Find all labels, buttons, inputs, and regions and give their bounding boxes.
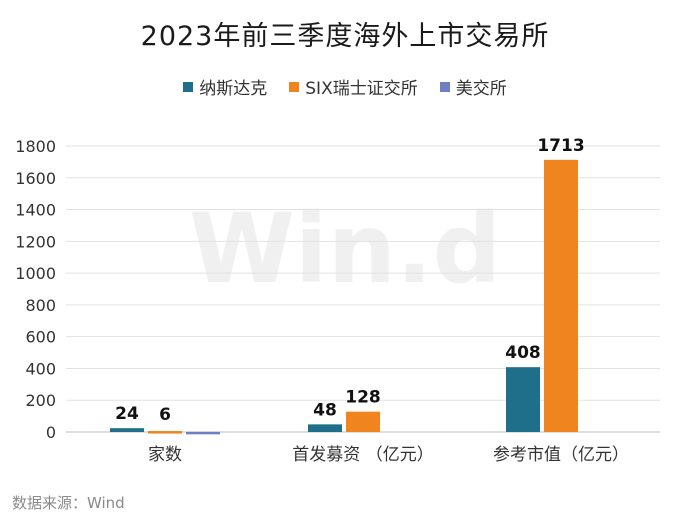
chart-title: 2023年前三季度海外上市交易所	[140, 21, 550, 52]
data-labels: 24 6 48 128 408 1713	[115, 136, 585, 425]
legend-label-amex: 美交所	[455, 79, 507, 99]
bar	[544, 159, 578, 432]
source-note: 数据来源：Wind	[12, 494, 125, 512]
legend-item-nasdaq: 纳斯达克	[183, 74, 267, 99]
y-tick-label: 0	[46, 423, 56, 442]
y-tick-label: 1400	[15, 201, 56, 220]
y-tick-label: 800	[25, 296, 56, 315]
y-tick-label: 600	[25, 328, 56, 347]
bar	[308, 424, 342, 432]
bar	[110, 428, 144, 432]
data-label: 1713	[537, 136, 584, 156]
x-category-label: 首发募资 （亿元）	[292, 445, 433, 465]
data-label: 408	[505, 343, 541, 363]
bar	[186, 431, 220, 435]
y-tick-label: 1200	[15, 232, 56, 251]
x-axis: 家数 首发募资 （亿元） 参考市值（亿元）	[148, 445, 629, 465]
x-category-label: 家数	[148, 445, 182, 465]
legend-label-nasdaq: 纳斯达克	[199, 79, 268, 99]
legend-swatch-amex	[439, 81, 450, 92]
y-axis: 0 200 400 600 800 1000 1200 1400 1600 1800	[15, 137, 56, 442]
bars	[110, 159, 578, 435]
data-label: 48	[313, 400, 337, 420]
data-label: 6	[159, 405, 171, 425]
y-tick-label: 200	[25, 391, 56, 410]
y-tick-label: 400	[25, 359, 56, 378]
bar	[346, 411, 380, 432]
y-tick-label: 1800	[15, 137, 56, 156]
legend: 纳斯达克 SIX瑞士证交所 美交所	[0, 74, 690, 99]
legend-item-amex: 美交所	[439, 74, 507, 99]
y-tick-label: 1600	[15, 169, 56, 188]
bar	[506, 367, 540, 432]
legend-label-six: SIX瑞士证交所	[305, 79, 418, 99]
legend-item-six: SIX瑞士证交所	[289, 74, 418, 99]
x-category-label: 参考市值（亿元）	[493, 445, 629, 465]
bar	[148, 431, 182, 434]
y-tick-label: 1000	[15, 264, 56, 283]
data-label: 24	[115, 404, 139, 424]
legend-swatch-six	[289, 81, 300, 92]
data-label: 128	[345, 388, 381, 408]
watermark: Win.d	[189, 193, 501, 305]
legend-swatch-nasdaq	[183, 81, 194, 92]
